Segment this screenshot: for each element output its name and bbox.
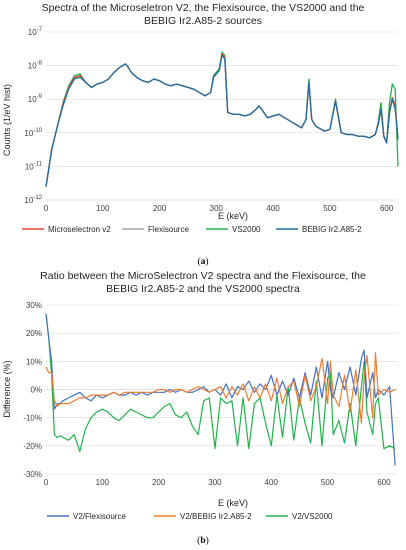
chart-b-grid: [46, 304, 398, 475]
chart-a-xtick-label: 600: [380, 204, 394, 213]
chart-a-xtick-label: 100: [96, 204, 110, 213]
chart-b-y-ticks: -30% -20% -10% 0% 10% 20% 30%: [23, 301, 42, 479]
chart-a-x-ticks: 0 100 200 300 400 500 600: [44, 204, 394, 213]
chart-b-legend-label: V2/Flexisource: [73, 512, 126, 521]
chart-b-legend-label: V2/BEBIG Ir2.A85-2: [180, 512, 252, 521]
chart-a-series-line: [45, 54, 399, 187]
chart-a-ytick-label: 10-10: [24, 128, 42, 138]
chart-a-ytick-label: 10-7: [28, 27, 43, 37]
chart-b-ratio: Ratio between the MicroSelectron V2 spec…: [2, 270, 398, 521]
chart-a-y-ticks: 10-12 10-11 10-10 10-9 10-8 10-7: [24, 27, 42, 205]
chart-b-ytick-label: 20%: [26, 329, 42, 338]
chart-a-title-line-2: BEBIG Ir2.A85-2 sources: [144, 15, 262, 27]
chart-b-xtick-label: 400: [265, 478, 279, 487]
caption-a: (a): [197, 256, 208, 267]
chart-b-legend-label: V2/VS2000: [292, 512, 333, 521]
chart-b-ytick-label: 30%: [26, 301, 42, 310]
chart-a-ytick-label: 10-8: [28, 61, 43, 71]
chart-a-legend: Microselectron v2 Flexisource VS2000 BEBIG …: [22, 225, 362, 234]
chart-b-ytick-label: -10%: [23, 414, 42, 423]
chart-b-title-line-1: Ratio between the MicroSelectron V2 spec…: [40, 270, 366, 282]
chart-a-ylabel: Counts (1/eV hist): [2, 84, 12, 156]
chart-b-ytick-label: 0%: [30, 386, 42, 395]
chart-b-ylabel: Difference (%): [2, 360, 12, 417]
chart-a-grid: [46, 31, 398, 201]
chart-b-legend: V2/Flexisource V2/BEBIG Ir2.A85-2 V2/VS200…: [47, 512, 333, 521]
chart-a-legend-label: Flexisource: [148, 225, 189, 234]
chart-b-xlabel: E (keV): [218, 498, 248, 508]
chart-b-series-line: [45, 313, 396, 453]
chart-b-xtick-label: 0: [44, 478, 49, 487]
chart-a-legend-label: Microselectron v2: [48, 225, 111, 234]
chart-a-title-line-1: Spectra of the Microseletron V2, the Fle…: [42, 2, 365, 14]
chart-a-xtick-label: 200: [153, 204, 167, 213]
chart-a-series: [45, 51, 399, 187]
chart-b-xtick-label: 200: [152, 478, 166, 487]
chart-a-ytick-label: 10-9: [28, 94, 43, 104]
chart-b-ytick-label: -30%: [23, 470, 42, 479]
chart-a-xtick-label: 300: [210, 204, 224, 213]
caption-b: (b): [197, 535, 209, 546]
chart-a-ytick-label: 10-12: [24, 195, 42, 205]
chart-a-spectra: Spectra of the Microseletron V2, the Fle…: [2, 2, 399, 234]
chart-b-xtick-label: 300: [208, 478, 222, 487]
chart-b-xtick-label: 100: [96, 478, 110, 487]
chart-b-series-line: [45, 352, 396, 424]
chart-a-xtick-label: 400: [266, 204, 280, 213]
chart-b-title-line-2: BEBIG Ir2.A85-2 and the VS2000 spectra: [106, 283, 300, 295]
chart-b-ytick-label: 10%: [26, 357, 42, 366]
chart-a-xlabel: E (keV): [218, 211, 248, 221]
chart-b-xtick-label: 600: [377, 478, 391, 487]
chart-b-x-ticks: 0 100 200 300 400 500 600: [44, 478, 391, 487]
chart-a-legend-label: VS2000: [232, 225, 261, 234]
chart-a-xtick-label: 0: [44, 204, 49, 213]
chart-a-ytick-label: 10-11: [25, 161, 43, 171]
chart-b-series: [45, 313, 396, 466]
chart-a-xtick-label: 500: [323, 204, 337, 213]
chart-a-legend-label: BEBIG Ir2.A85-2: [302, 225, 362, 234]
chart-b-xtick-label: 500: [321, 478, 335, 487]
chart-b-ytick-label: -20%: [23, 442, 42, 451]
